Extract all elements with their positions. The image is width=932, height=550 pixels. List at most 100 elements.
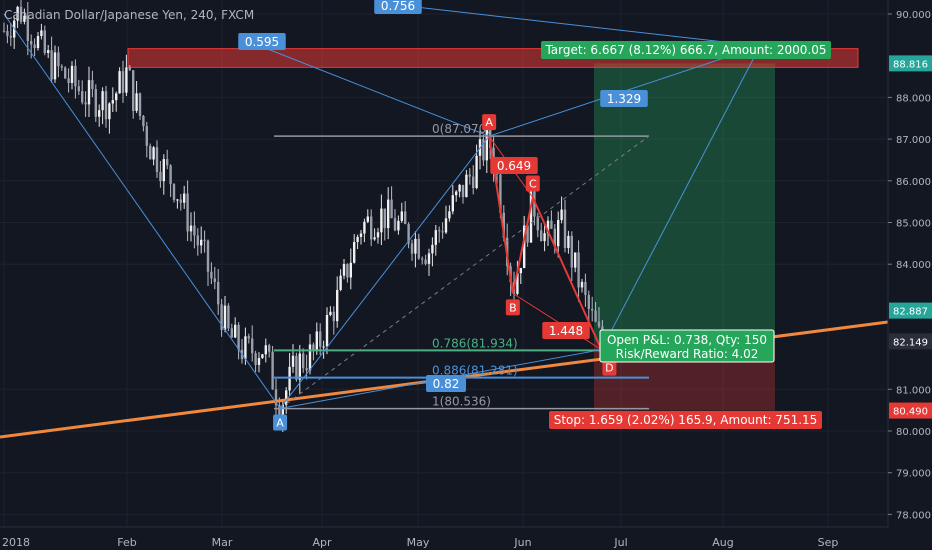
candle-body bbox=[574, 252, 577, 268]
candle-body bbox=[81, 91, 84, 103]
stop-label: Stop: 1.659 (2.02%) 165.9, Amount: 751.1… bbox=[554, 413, 818, 427]
candle-body bbox=[516, 273, 519, 294]
candle-body bbox=[563, 209, 567, 249]
time-tick-label: Aug bbox=[712, 536, 733, 549]
candle-body bbox=[135, 93, 138, 111]
time-tick-label: Sep bbox=[818, 536, 839, 549]
candle-body bbox=[244, 336, 247, 360]
candle-body bbox=[553, 228, 556, 247]
candle-body bbox=[285, 390, 288, 405]
time-tick-label: Jun bbox=[513, 536, 531, 549]
candle-body bbox=[227, 305, 230, 329]
candle-body bbox=[502, 212, 505, 238]
candle-body bbox=[2, 30, 6, 32]
price-tick-label: 84.000 bbox=[896, 260, 931, 271]
candle-body bbox=[70, 65, 74, 83]
ratio-badge bbox=[238, 33, 286, 50]
candle-body bbox=[115, 93, 118, 101]
candle-body bbox=[189, 225, 193, 232]
candle-body bbox=[519, 268, 522, 274]
pattern-point-badge bbox=[482, 114, 497, 131]
candle-body bbox=[580, 281, 584, 288]
candle-body bbox=[159, 171, 162, 182]
candle-body bbox=[376, 232, 380, 238]
candle-body bbox=[47, 50, 50, 53]
ratio-badge-text: 0.595 bbox=[245, 35, 279, 49]
candle-body bbox=[9, 35, 12, 38]
candle-body bbox=[237, 324, 240, 350]
abcd-bd-line bbox=[512, 292, 602, 351]
candle-body bbox=[339, 275, 342, 290]
candle-body bbox=[206, 240, 210, 272]
candle-body bbox=[19, 6, 23, 22]
target-zone bbox=[594, 63, 775, 342]
candle-body bbox=[16, 6, 19, 21]
candle-body bbox=[434, 230, 437, 245]
candle-body bbox=[196, 235, 199, 246]
candle-body bbox=[91, 80, 94, 90]
pnl-label-box bbox=[599, 329, 775, 363]
candle-body bbox=[342, 263, 346, 276]
candle-body bbox=[353, 242, 356, 263]
pattern-point-label: A bbox=[485, 116, 493, 129]
candle-body bbox=[557, 220, 560, 247]
candle-body bbox=[529, 190, 533, 243]
chart-title: Canadian Dollar/Japanese Yen, 240, FXCM bbox=[4, 8, 255, 22]
candle-body bbox=[410, 243, 414, 254]
candle-body bbox=[475, 155, 478, 189]
candle-body bbox=[482, 139, 485, 161]
candle-body bbox=[40, 30, 43, 37]
candle-body bbox=[424, 259, 427, 264]
candle-body bbox=[349, 262, 352, 278]
candle-body bbox=[50, 50, 53, 80]
candle-body bbox=[104, 91, 108, 120]
candle-body bbox=[455, 191, 458, 196]
candle-body bbox=[417, 238, 420, 259]
candle-body bbox=[567, 235, 570, 249]
candle-body bbox=[67, 78, 70, 83]
candle-body bbox=[145, 126, 148, 146]
candle-body bbox=[155, 147, 159, 172]
candle-body bbox=[523, 225, 526, 269]
candle-body bbox=[458, 184, 461, 192]
candle-body bbox=[142, 115, 145, 127]
candle-body bbox=[132, 70, 135, 111]
candle-body bbox=[183, 193, 186, 203]
candle-body bbox=[305, 368, 308, 371]
candle-body bbox=[74, 65, 77, 87]
candle-body bbox=[77, 86, 80, 92]
fib-level-label: 0.886(81.281) bbox=[432, 364, 518, 378]
candle-body bbox=[461, 184, 465, 198]
candle-body bbox=[291, 355, 295, 367]
candle-body bbox=[570, 235, 573, 268]
candle-body bbox=[288, 366, 291, 391]
harmonic-blue-line bbox=[254, 43, 490, 137]
candle-body bbox=[166, 159, 169, 166]
price-tick-label: 79.000 bbox=[896, 469, 931, 480]
candle-body bbox=[451, 195, 454, 212]
candle-body bbox=[591, 308, 594, 311]
price-tick-label: 86.000 bbox=[896, 177, 931, 188]
harmonic-blue-line bbox=[3, 13, 281, 409]
candle-body bbox=[499, 174, 502, 213]
ratio-badge bbox=[490, 157, 538, 174]
candle-body bbox=[332, 311, 335, 322]
candle-body bbox=[441, 231, 444, 233]
candle-body bbox=[281, 404, 284, 422]
ratio-badge-text: 1.448 bbox=[549, 324, 583, 338]
candle-body bbox=[346, 263, 349, 278]
candle-body bbox=[53, 52, 57, 80]
price-marker-label: 82.149 bbox=[893, 337, 928, 348]
ratio-badge bbox=[374, 0, 422, 14]
harmonic-blue-line bbox=[600, 45, 761, 350]
candle-body bbox=[322, 346, 325, 348]
candle-body bbox=[359, 233, 363, 237]
price-marker-label: 80.490 bbox=[893, 407, 928, 418]
candle-body bbox=[550, 220, 553, 229]
harmonic-blue-line bbox=[397, 4, 761, 47]
candle-body bbox=[230, 328, 233, 338]
time-tick-label: Feb bbox=[117, 536, 136, 549]
candle-body bbox=[210, 271, 213, 279]
candle-body bbox=[111, 100, 114, 104]
